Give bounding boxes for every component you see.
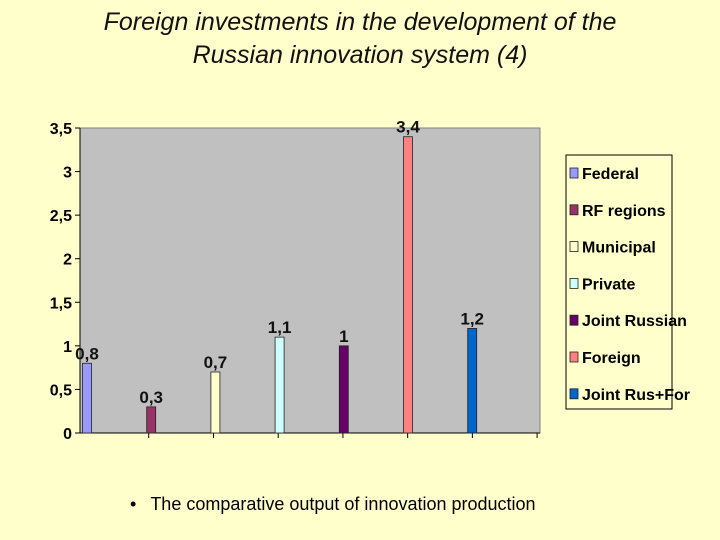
bar-value-label: 3,4 [396, 118, 420, 137]
y-tick-label: 2 [63, 252, 72, 269]
y-tick-label: 1 [63, 339, 72, 356]
legend: Federal RF regions Municipal Private Joint R… [565, 154, 690, 410]
bar-value-label: 1,2 [460, 309, 484, 328]
legend-label: Federal [582, 166, 639, 183]
legend-box [565, 154, 673, 410]
y-tick-label: 3,5 [50, 121, 72, 138]
legend-swatch [569, 314, 579, 326]
title-line-1: Foreign investments in the development o… [103, 8, 617, 36]
bullet-item: • The comparative output of innovation pr… [130, 494, 536, 515]
y-tick-label: 1,5 [50, 295, 72, 312]
bar-foreign [403, 136, 413, 434]
bar-value-label: 0,3 [139, 388, 163, 407]
legend-label: Municipal [582, 240, 656, 257]
y-tick-label: 0 [63, 426, 72, 443]
bars-group [82, 136, 478, 434]
y-tick-label: 0,5 [50, 382, 72, 399]
legend-swatch [569, 167, 579, 179]
bullet-dot-icon: • [130, 494, 137, 514]
legend-swatch [569, 351, 579, 363]
legend-label: Joint Rus+For [582, 387, 690, 404]
bar-federal [82, 362, 92, 434]
legend-label: RF regions [582, 203, 666, 220]
legend-swatch [569, 241, 579, 253]
y-tick-label: 3 [63, 165, 72, 182]
bar-value-label: 1 [339, 327, 348, 346]
bullet-text: The comparative output of innovation pro… [150, 494, 536, 514]
legend-label: Private [582, 276, 635, 293]
y-axis: 0 0,5 1 1,5 2 2,5 3 3,5 [50, 121, 540, 443]
value-labels-group: 0,8 0,3 0,7 1,1 1 3,4 1,2 [75, 118, 484, 407]
bar-value-label: 1,1 [268, 318, 292, 337]
plot-area [79, 127, 541, 434]
bar-joint-russian [338, 345, 349, 434]
legend-swatch [569, 388, 579, 400]
y-tick-label: 2,5 [50, 208, 72, 225]
legend-label: Foreign [582, 350, 641, 367]
legend-label: Joint Russian [582, 313, 687, 330]
legend-swatch [569, 277, 579, 289]
bar-private [274, 336, 285, 434]
title-line-2: Russian innovation system (4) [192, 41, 528, 69]
bar-value-label: 0,8 [75, 344, 99, 363]
bar-value-label: 0,7 [204, 353, 228, 372]
bar-joint-rus-for [467, 328, 478, 434]
slide-title: Foreign investments in the development o… [0, 6, 720, 72]
legend-swatch [569, 204, 579, 216]
bar-municipal [210, 371, 221, 434]
bar-rf-regions [146, 406, 157, 434]
